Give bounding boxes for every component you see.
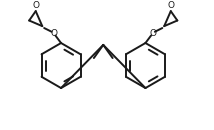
Text: O: O bbox=[50, 29, 57, 38]
Text: O: O bbox=[167, 1, 174, 10]
Text: O: O bbox=[149, 29, 156, 38]
Text: O: O bbox=[32, 1, 39, 10]
